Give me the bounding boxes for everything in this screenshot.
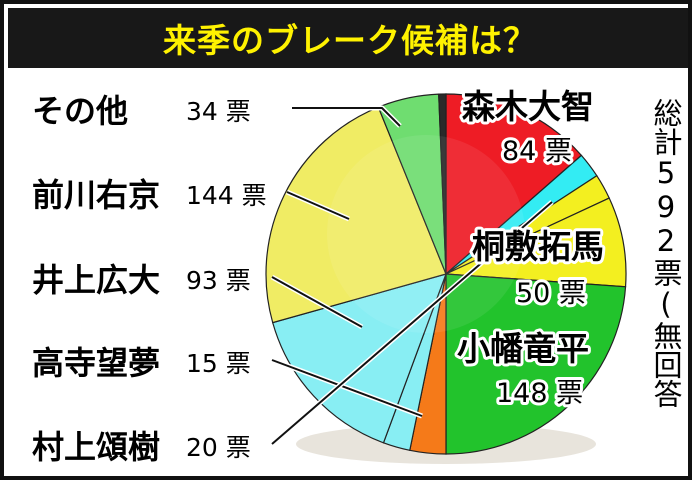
pie-slice-unlabeled-10 [438,93,447,275]
label-votes-高寺望夢: 15 票 [186,349,251,378]
label-name-森木大智: 森木大智 [462,87,594,126]
pie-slice-井上広大 [271,273,447,444]
chart-title: 来季のブレーク候補は？ [163,21,537,60]
label-name-井上広大: 井上広大 [32,261,160,299]
leader-line-前川右京 [286,191,350,220]
leader-line-村上頌樹 [271,201,553,445]
label-votes-井上広大: 93 票 [186,266,251,295]
title-bar: 来季のブレーク候補は？ [8,8,688,68]
pie-slice-桐敷拓馬 [443,197,627,288]
label-name-村上頌樹: 村上頌樹 [32,428,160,466]
label-votes-前川右京: 144 票 [186,181,267,210]
label-name-小幡竜平: 小幡竜平 [457,329,589,368]
leader-line-その他 [292,107,401,127]
pie-slice-小幡竜平 [445,273,627,455]
pie-slice-前川右京 [265,106,447,324]
pie-gloss [327,135,525,333]
label-votes-小幡竜平: 148 票 [496,378,583,409]
total-votes-note: 総計592票(無回答4) [649,98,683,408]
label-name-その他: その他 [32,92,128,130]
label-votes-村上頌樹: 20 票 [186,433,251,462]
label-name-高寺望夢: 高寺望夢 [32,344,160,382]
leader-line-井上広大 [271,276,363,328]
label-votes-森木大智: 84 票 [502,136,572,167]
label-name-桐敷拓馬: 桐敷拓馬 [472,227,604,266]
label-votes-その他: 34 票 [186,97,251,126]
leader-line-高寺望夢 [271,359,423,417]
pie-slice-森木大智 [445,93,583,276]
label-votes-桐敷拓馬: 50 票 [516,278,586,309]
label-name-前川右京: 前川右京 [32,176,160,214]
